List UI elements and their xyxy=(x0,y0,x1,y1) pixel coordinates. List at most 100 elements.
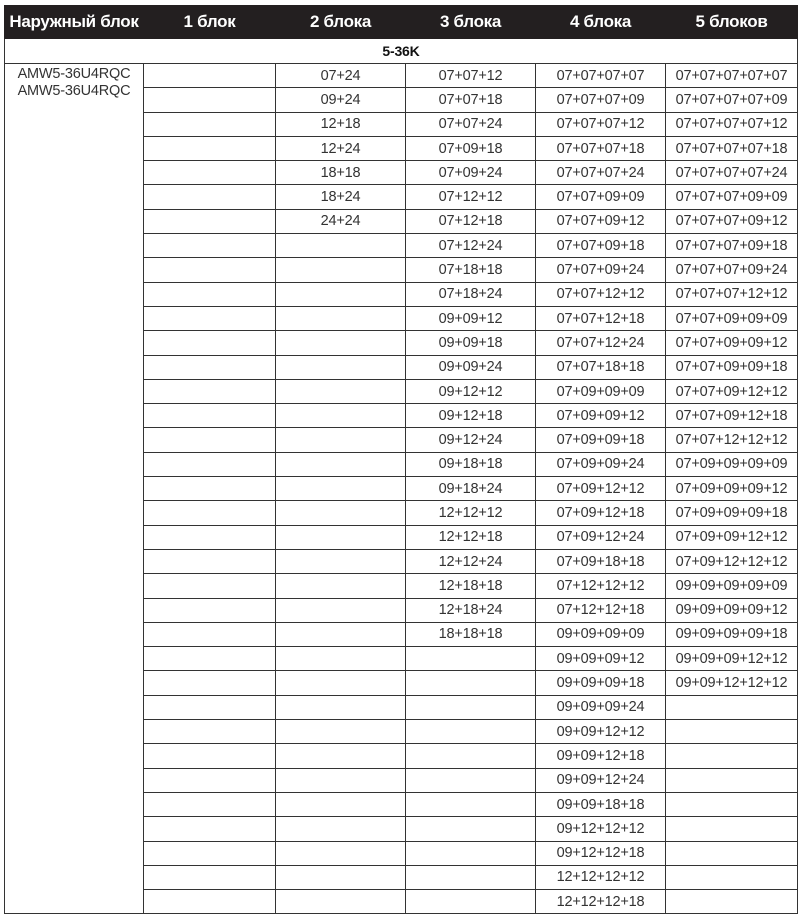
combination-cell-four: 07+07+09+24 xyxy=(535,257,666,283)
header-5-units: 5 блоков xyxy=(665,5,798,39)
combination-cell-four: 07+09+18+18 xyxy=(535,548,666,575)
combination-cell-three xyxy=(405,840,536,866)
combination-cell-three: 07+07+18 xyxy=(405,87,536,113)
combination-cell-two xyxy=(275,889,406,915)
combination-cell-two xyxy=(275,305,406,332)
combination-cell-five: 07+09+09+09+18 xyxy=(665,500,798,526)
combination-cell-one xyxy=(143,354,276,380)
table-row: 09+12+12+18 xyxy=(5,840,798,866)
combination-cell-three: 09+09+12 xyxy=(405,305,536,332)
combination-cell-four: 07+07+07+24 xyxy=(535,160,666,186)
combination-cell-three: 07+07+24 xyxy=(405,111,536,137)
combination-cell-one xyxy=(143,889,276,915)
combination-cell-one xyxy=(143,330,276,356)
combination-cell-five: 09+09+12+12+12 xyxy=(665,670,798,696)
combination-cell-one xyxy=(143,597,276,623)
combination-cell-one xyxy=(143,573,276,599)
combination-cell-three xyxy=(405,864,536,891)
combination-cell-four: 07+09+12+18 xyxy=(535,500,666,526)
combination-cell-one xyxy=(143,767,276,793)
combination-cell-five: 07+07+07+07+12 xyxy=(665,111,798,137)
combination-cell-three: 09+09+24 xyxy=(405,354,536,380)
group-row: 5-36K xyxy=(4,38,798,64)
table-row: 09+12+12 07+09+09+09 07+07+09+12+12 xyxy=(5,378,798,405)
combination-cell-two xyxy=(275,257,406,283)
combination-cell-two xyxy=(275,403,406,429)
combination-cell-five xyxy=(665,840,798,866)
combination-cell-four: 07+07+09+09 xyxy=(535,184,666,210)
combination-cell-three: 07+12+18 xyxy=(405,208,536,235)
combination-cell-four: 09+12+12+12 xyxy=(535,816,666,842)
combination-cell-one xyxy=(143,719,276,745)
combination-cell-two xyxy=(275,427,406,453)
combination-cell-two xyxy=(275,281,406,307)
combination-cell-two xyxy=(275,524,406,550)
combination-cell-three: 12+18+24 xyxy=(405,597,536,623)
combination-cell-one xyxy=(143,135,276,162)
combination-cell-three: 12+12+24 xyxy=(405,548,536,575)
combination-cell-one xyxy=(143,524,276,550)
combination-cell-one xyxy=(143,427,276,453)
combination-cell-two xyxy=(275,548,406,575)
combination-cell-five xyxy=(665,719,798,745)
combination-cell-two xyxy=(275,840,406,866)
combination-cell-four: 07+12+12+18 xyxy=(535,597,666,623)
combination-cell-five: 07+09+12+12+12 xyxy=(665,548,798,575)
table-row: 07+18+24 07+07+12+12 07+07+07+12+12 xyxy=(5,281,798,307)
combination-cell-five: 07+07+07+09+12 xyxy=(665,208,798,235)
combination-cell-two: 18+24 xyxy=(275,184,406,210)
header-row: Наружный блок 1 блок 2 блока 3 блока 4 б… xyxy=(4,5,798,39)
combination-cell-one xyxy=(143,257,276,283)
combination-cell-two xyxy=(275,646,406,672)
combination-cell-five: 07+09+09+09+12 xyxy=(665,476,798,502)
combination-cell-four: 07+09+12+12 xyxy=(535,476,666,502)
combination-cell-three: 12+18+18 xyxy=(405,573,536,599)
combination-cell-two xyxy=(275,597,406,623)
table-row: 09+18+18 07+09+09+24 07+09+09+09+09 xyxy=(5,451,798,478)
table-row: 09+24 07+07+18 07+07+07+09 07+07+07+07+09 xyxy=(5,87,798,113)
combination-cell-two xyxy=(275,670,406,696)
combination-cell-one xyxy=(143,305,276,332)
combination-cell-two xyxy=(275,719,406,745)
combination-cell-three: 07+07+12 xyxy=(405,62,536,89)
combination-cell-five: 07+07+07+07+09 xyxy=(665,87,798,113)
combination-cell-four: 09+12+12+18 xyxy=(535,840,666,866)
combination-cell-one xyxy=(143,87,276,113)
table-row: 09+12+18 07+09+09+12 07+07+09+12+18 xyxy=(5,403,798,429)
combination-cell-five xyxy=(665,694,798,721)
header-outdoor-unit: Наружный блок xyxy=(4,5,144,39)
combination-cell-one xyxy=(143,743,276,769)
combination-cell-four: 07+09+09+24 xyxy=(535,451,666,478)
table-row: 12+12+12 07+09+12+18 07+09+09+09+18 xyxy=(5,500,798,526)
combination-cell-four: 07+07+12+24 xyxy=(535,330,666,356)
combination-cell-one xyxy=(143,694,276,721)
combination-cell-one xyxy=(143,864,276,891)
combination-cell-one xyxy=(143,378,276,405)
outdoor-model-cell: AMW5-36U4RQC AMW5-36U4RQC xyxy=(4,62,144,915)
combination-cell-two xyxy=(275,767,406,793)
combination-cell-five: 07+07+07+09+09 xyxy=(665,184,798,210)
combination-cell-one xyxy=(143,184,276,210)
combination-cell-four: 09+09+12+18 xyxy=(535,743,666,769)
table-row: 12+18 07+07+24 07+07+07+12 07+07+07+07+12 xyxy=(5,111,798,137)
combination-cell-one xyxy=(143,281,276,307)
combination-cell-five: 07+09+09+09+09 xyxy=(665,451,798,478)
combination-cell-one xyxy=(143,111,276,137)
combination-cell-five: 09+09+09+12+12 xyxy=(665,646,798,672)
combination-cell-four: 09+09+18+18 xyxy=(535,791,666,818)
combination-cell-five: 07+07+09+09+09 xyxy=(665,305,798,332)
combination-cell-three xyxy=(405,816,536,842)
combination-cell-three: 09+12+12 xyxy=(405,378,536,405)
combination-cell-four: 07+12+12+12 xyxy=(535,573,666,599)
combination-cell-four: 07+07+09+12 xyxy=(535,208,666,235)
combination-cell-two xyxy=(275,378,406,405)
combination-cell-five: 07+07+07+07+18 xyxy=(665,135,798,162)
combination-cell-three: 09+18+18 xyxy=(405,451,536,478)
combination-cell-one xyxy=(143,646,276,672)
table-row: 09+09+18 07+07+12+24 07+07+09+09+12 xyxy=(5,330,798,356)
combination-cell-two xyxy=(275,330,406,356)
combination-cell-three xyxy=(405,694,536,721)
combination-cell-three: 07+12+24 xyxy=(405,233,536,259)
table-row: 18+18+18 09+09+09+09 09+09+09+09+18 xyxy=(5,621,798,648)
combination-cell-five: 07+07+09+12+18 xyxy=(665,403,798,429)
